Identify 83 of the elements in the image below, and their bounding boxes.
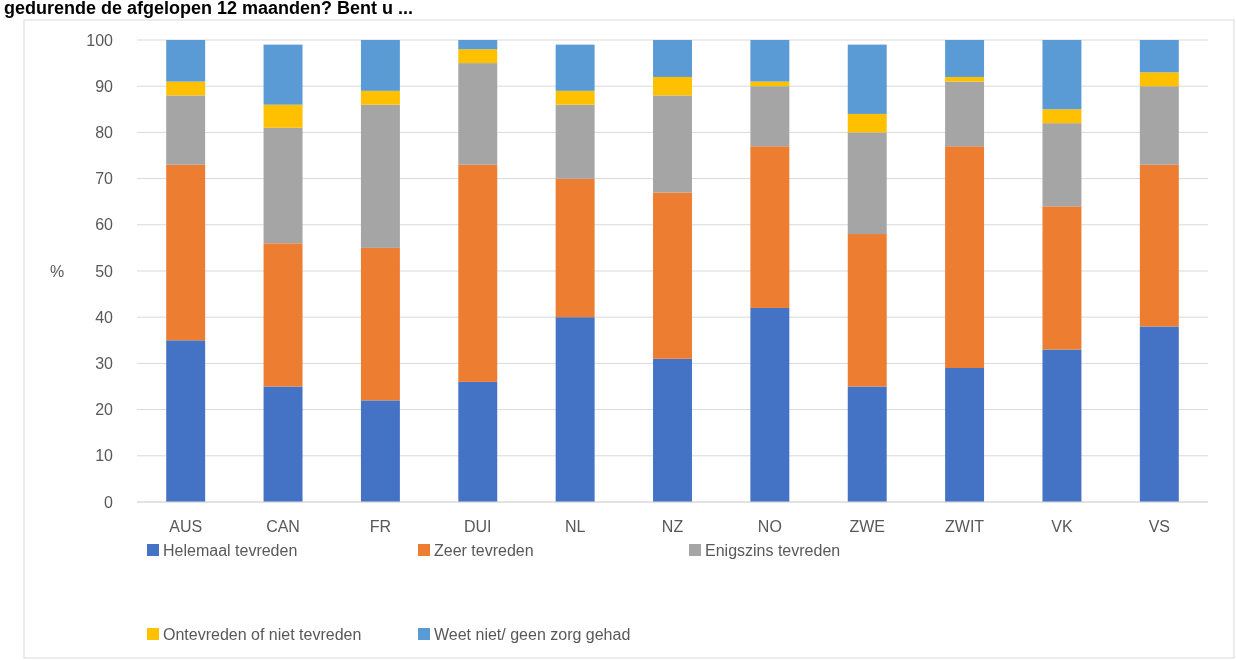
bar — [263, 44, 303, 105]
bar — [945, 76, 985, 82]
y-tick-label: 80 — [95, 124, 114, 141]
bar — [1139, 86, 1179, 165]
y-tick-label: 60 — [95, 216, 114, 234]
bar — [263, 243, 303, 387]
y-tick-label: 20 — [95, 401, 114, 419]
x-tick-label: VK — [1051, 518, 1073, 535]
bar — [653, 358, 692, 502]
bar — [263, 127, 303, 244]
legend-label: Weet niet/ geen zorg gehad — [434, 625, 631, 643]
legend-label: Helemaal tevreden — [163, 541, 298, 559]
x-tick-label: NL — [564, 518, 586, 535]
y-tick-label: 40 — [95, 308, 114, 326]
bar — [360, 400, 400, 502]
x-tick-label: VS — [1148, 518, 1170, 535]
bar — [360, 90, 400, 105]
x-tick-label: NZ — [661, 518, 684, 535]
y-tick-label: 70 — [95, 170, 114, 188]
bar — [166, 81, 206, 96]
x-tick-label: ZWE — [849, 518, 885, 535]
bar — [945, 81, 985, 147]
x-tick-label: FR — [369, 518, 392, 535]
bar — [555, 317, 595, 502]
bar — [263, 104, 303, 128]
bar — [1139, 72, 1179, 87]
y-tick-label: 30 — [95, 355, 114, 372]
chart-title: gedurende de afgelopen 12 maanden? Bent u ... — [4, 0, 414, 18]
y-tick-label: 100 — [86, 31, 114, 49]
bar — [458, 381, 498, 502]
legend-label: Ontevreden of niet tevreden — [163, 625, 362, 643]
x-tick-label: DUI — [463, 518, 492, 535]
bar — [1139, 326, 1179, 502]
bar — [555, 104, 595, 179]
bar — [263, 386, 303, 502]
bar — [360, 247, 400, 401]
bar — [1042, 349, 1082, 502]
bar — [458, 49, 498, 64]
bar — [458, 63, 498, 165]
bar — [166, 164, 206, 341]
y-tick-label: 0 — [104, 493, 114, 511]
bar — [166, 95, 206, 165]
bar — [555, 90, 595, 105]
bar — [653, 40, 692, 77]
bar — [847, 113, 887, 133]
bar — [653, 192, 692, 359]
legend-label: Zeer tevreden — [434, 541, 534, 559]
y-tick-label: 50 — [95, 262, 114, 280]
bar — [360, 104, 400, 248]
bar — [945, 368, 985, 502]
bar — [945, 40, 985, 77]
bar — [1042, 123, 1082, 207]
bar — [653, 95, 692, 193]
bar — [166, 340, 206, 502]
bar — [166, 40, 206, 82]
bar — [847, 44, 887, 114]
bar — [1042, 206, 1082, 350]
bar — [458, 40, 498, 50]
legend-label: Enigszins tevreden — [705, 541, 841, 559]
bar — [555, 178, 595, 318]
bar — [555, 44, 595, 91]
bar — [1139, 40, 1179, 73]
bar — [847, 234, 887, 387]
bar — [847, 132, 887, 235]
bar — [847, 386, 887, 502]
bar — [750, 307, 790, 502]
bar — [750, 40, 790, 82]
x-tick-label: ZWIT — [945, 518, 985, 535]
bar — [1139, 164, 1179, 327]
bar — [360, 40, 400, 91]
bar — [653, 76, 692, 96]
bar — [1042, 40, 1082, 110]
bar — [1042, 109, 1082, 124]
bar — [750, 146, 790, 308]
x-tick-label: AUS — [169, 518, 203, 535]
bar — [458, 164, 498, 382]
x-tick-label: CAN — [266, 518, 300, 535]
bar — [750, 86, 790, 147]
bar — [945, 146, 985, 369]
x-tick-label: NO — [757, 518, 782, 535]
y-tick-label: 10 — [95, 447, 114, 465]
y-tick-label: 90 — [95, 77, 114, 95]
y-axis-title: % — [49, 262, 65, 280]
